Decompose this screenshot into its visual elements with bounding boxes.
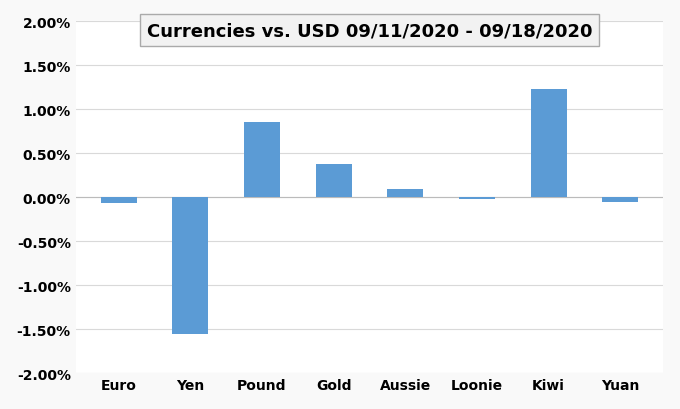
Bar	[316, 164, 352, 198]
Bar	[101, 198, 137, 204]
Bar	[244, 123, 280, 198]
Bar	[388, 190, 423, 198]
Bar	[531, 90, 566, 198]
Bar	[459, 198, 495, 200]
Bar	[173, 198, 208, 334]
Bar	[602, 198, 639, 202]
Text: Currencies vs. USD 09/11/2020 - 09/18/2020: Currencies vs. USD 09/11/2020 - 09/18/20…	[147, 22, 592, 40]
